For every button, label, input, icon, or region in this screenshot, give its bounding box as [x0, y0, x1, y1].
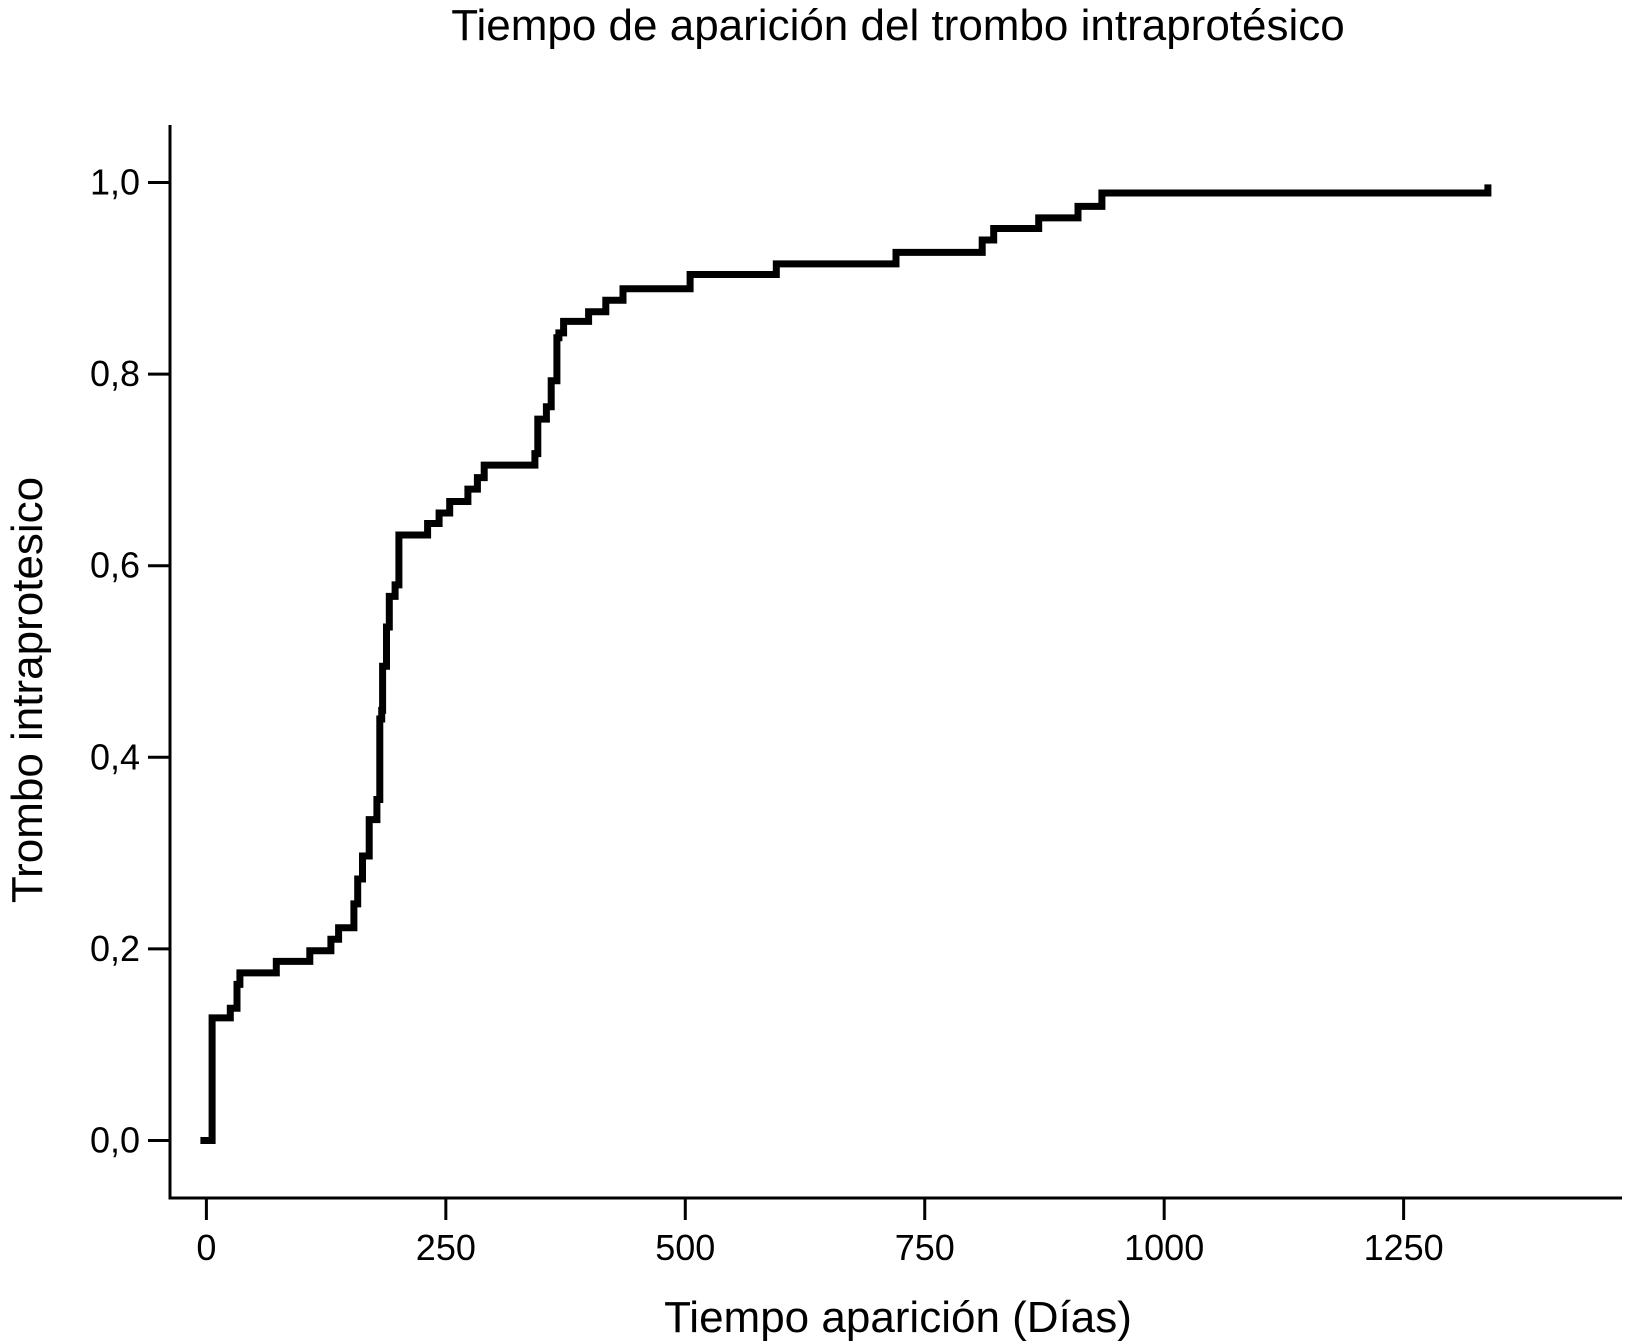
chart-title: Tiempo de aparición del trombo intraprot… [451, 1, 1345, 50]
y-tick-label: 0,8 [90, 353, 140, 394]
x-tick-label: 250 [416, 1227, 476, 1268]
series-line-0 [200, 184, 1492, 1144]
y-tick-label: 0,0 [90, 1120, 140, 1161]
x-tick-label: 1250 [1364, 1227, 1444, 1268]
plot-area: 0,0 0,2 0,4 0,6 0,8 1,0 0 250 500 750 1000 1250 [90, 125, 1622, 1268]
y-tick-label: 0,4 [90, 736, 140, 777]
y-tick-label: 1,0 [90, 161, 140, 202]
x-tick-label: 500 [655, 1227, 715, 1268]
y-axis-label: Trombo intraprotesico [3, 477, 52, 903]
x-axis-label: Tiempo aparición (Días) [664, 1293, 1132, 1342]
y-tick-label: 0,6 [90, 545, 140, 586]
x-tick-label: 0 [196, 1227, 216, 1268]
x-tick-label: 750 [895, 1227, 955, 1268]
x-tick-label: 1000 [1124, 1227, 1204, 1268]
y-tick-label: 0,2 [90, 928, 140, 969]
